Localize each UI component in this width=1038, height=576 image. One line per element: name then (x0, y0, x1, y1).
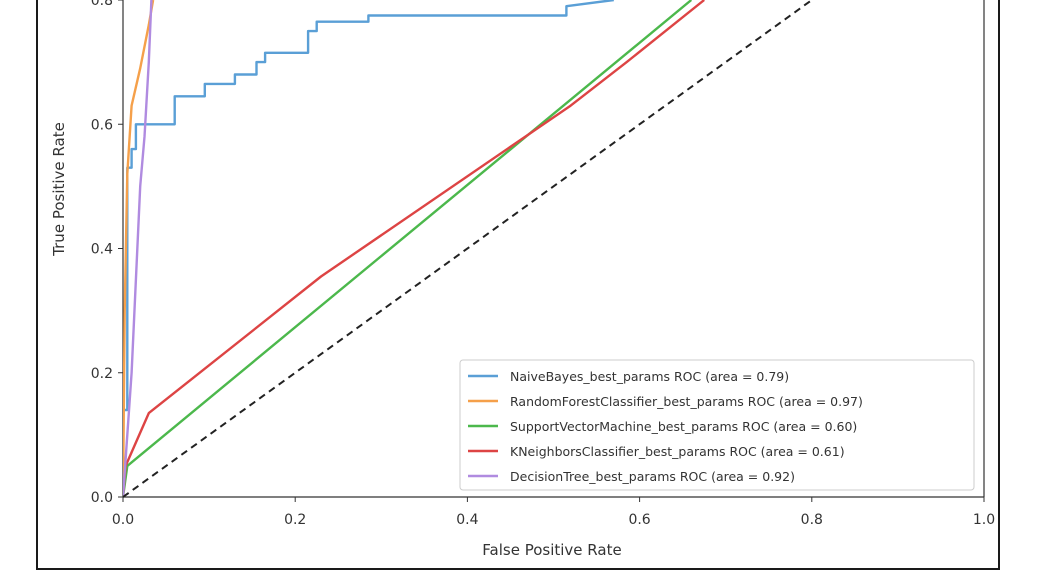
x-tick-label: 0.6 (628, 512, 650, 528)
y-tick-label: 0.8 (91, 0, 113, 9)
y-tick-label: 0.2 (91, 366, 113, 382)
x-tick-label: 0.8 (801, 512, 823, 528)
x-tick-label: 0.0 (112, 512, 134, 528)
x-tick-label: 0.2 (284, 512, 306, 528)
y-tick-label: 0.6 (91, 117, 113, 133)
x-tick-label: 0.4 (456, 512, 478, 528)
series-group (123, 0, 813, 498)
legend: NaiveBayes_best_params ROC (area = 0.79)… (459, 359, 975, 491)
y-tick-label: 0.0 (91, 490, 113, 506)
series-line (123, 0, 614, 497)
legend-label: NaiveBayes_best_params ROC (area = 0.79) (510, 369, 789, 384)
series-line (123, 0, 153, 498)
legend-label: KNeighborsClassifier_best_params ROC (ar… (510, 444, 845, 459)
x-axis-title: False Positive Rate (482, 541, 621, 559)
x-tick-label: 1.0 (973, 512, 995, 528)
y-tick-label: 0.4 (91, 242, 113, 258)
legend-label: SupportVectorMachine_best_params ROC (ar… (510, 419, 857, 434)
y-axis-title: True Positive Rate (50, 122, 68, 257)
axes: 0.0 0.2 0.4 0.6 0.8 1.0 0.0 0.2 0.4 0.6 0.8 (91, 0, 995, 528)
legend-box (459, 359, 975, 491)
series-line (123, 0, 155, 498)
legend-label: DecisionTree_best_params ROC (area = 0.9… (510, 469, 795, 484)
chance-diagonal-line (123, 0, 813, 498)
figure-frame (36, 0, 1000, 570)
legend-label: RandomForestClassifier_best_params ROC (… (510, 394, 863, 409)
